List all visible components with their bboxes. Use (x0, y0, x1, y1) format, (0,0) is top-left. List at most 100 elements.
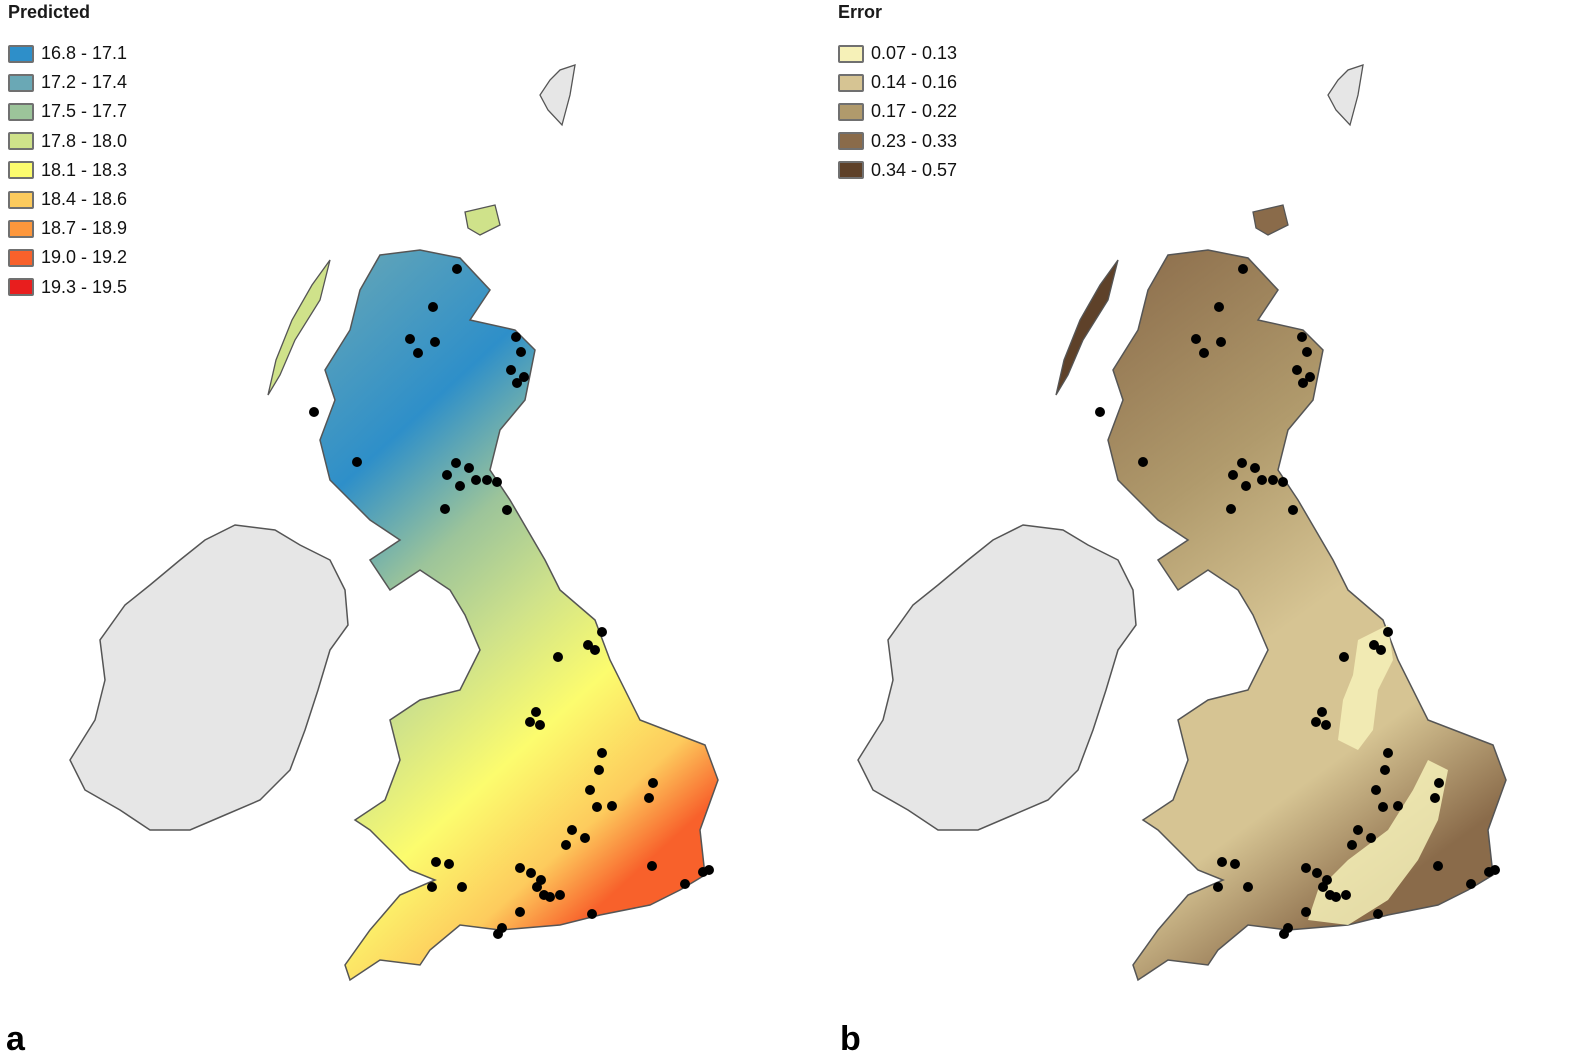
legend-swatch (8, 132, 34, 151)
site-dot (1302, 347, 1312, 357)
site-dot (1383, 627, 1393, 637)
legend-swatch (838, 73, 864, 92)
site-dot (553, 652, 563, 662)
ireland-landmass (69, 524, 349, 831)
legend-label: 16.8 - 17.1 (41, 43, 128, 64)
site-dot (545, 892, 555, 902)
site-dot (580, 833, 590, 843)
site-dot (428, 302, 438, 312)
site-dot (647, 861, 657, 871)
site-dot (502, 505, 512, 515)
low-error-zone-south (1308, 760, 1448, 925)
site-dot (1430, 793, 1440, 803)
site-dot (587, 909, 597, 919)
site-dot (1298, 378, 1308, 388)
site-dot (597, 627, 607, 637)
shetland-islands (539, 64, 576, 127)
site-dot (1278, 477, 1288, 487)
site-dot (1238, 264, 1248, 274)
site-dot (1380, 765, 1390, 775)
site-dot (535, 720, 545, 730)
site-dot (442, 470, 452, 480)
site-dot (497, 923, 507, 933)
site-dot (585, 785, 595, 795)
legend-swatch (8, 102, 34, 121)
site-dot (1339, 652, 1349, 662)
legend-swatch (8, 44, 34, 63)
site-dot (1366, 833, 1376, 843)
legend-item: 18.4 - 18.6 (8, 185, 127, 214)
legend-swatch (8, 278, 34, 297)
site-dot (1237, 458, 1247, 468)
site-dot (1347, 840, 1357, 850)
site-dot (561, 840, 571, 850)
site-dot (1199, 348, 1209, 358)
site-dot (607, 801, 617, 811)
site-dot (704, 865, 714, 875)
site-dot (590, 645, 600, 655)
site-dot (1312, 868, 1322, 878)
legend-label: 17.8 - 18.0 (41, 130, 128, 151)
legend-swatch (8, 73, 34, 92)
site-dot (1213, 882, 1223, 892)
site-dot (680, 879, 690, 889)
site-dot (512, 378, 522, 388)
legend-label: 0.34 - 0.57 (871, 159, 958, 180)
site-dot (1138, 457, 1148, 467)
legend-swatch (8, 219, 34, 238)
site-dot (1226, 504, 1236, 514)
britain-landmass (1107, 249, 1507, 982)
site-dot (1433, 861, 1443, 871)
site-dot (430, 337, 440, 347)
orkney-islands (1252, 204, 1289, 236)
site-dot (1268, 475, 1278, 485)
site-dot (1311, 717, 1321, 727)
legend-swatch (838, 102, 864, 121)
legend-label: 0.23 - 0.33 (871, 130, 958, 151)
legend-item: 0.23 - 0.33 (838, 127, 957, 156)
site-dot (1305, 372, 1315, 382)
orkney-islands (464, 204, 501, 236)
site-dot (1241, 481, 1251, 491)
legend-item: 19.0 - 19.2 (8, 243, 127, 272)
site-dot (455, 481, 465, 491)
site-dot (1243, 882, 1253, 892)
legend-item: 0.34 - 0.57 (838, 156, 957, 185)
legend-swatch (8, 190, 34, 209)
predicted-legend: Predicted 16.8 - 17.1 17.2 - 17.4 17.5 - 1… (8, 2, 127, 302)
site-dot (536, 875, 546, 885)
legend-label: 18.1 - 18.3 (41, 159, 128, 180)
legend-label: 18.7 - 18.9 (41, 218, 128, 239)
site-dot (1373, 909, 1383, 919)
site-dot (427, 882, 437, 892)
site-dot (1283, 923, 1293, 933)
site-dot (511, 332, 521, 342)
western-isles (1055, 259, 1119, 396)
panel-letter: a (6, 1020, 25, 1058)
legend-title: Error (838, 2, 883, 22)
legend-item: 17.8 - 18.0 (8, 127, 127, 156)
legend-label: 17.2 - 17.4 (41, 72, 128, 93)
site-dot (525, 717, 535, 727)
site-dot (431, 857, 441, 867)
site-dot (492, 477, 502, 487)
legend-swatch (838, 161, 864, 180)
site-dot (516, 347, 526, 357)
legend-item: 18.1 - 18.3 (8, 156, 127, 185)
site-dot (567, 825, 577, 835)
legend-items: 16.8 - 17.1 17.2 - 17.4 17.5 - 17.7 17.8 - … (8, 39, 127, 302)
predicted-map (69, 64, 719, 982)
site-dot (1250, 463, 1260, 473)
predicted-map-panel: Predicted 16.8 - 17.1 17.2 - 17.4 17.5 - 1… (0, 0, 787, 1063)
error-map-panel: Error 0.07 - 0.13 0.14 - 0.16 0.17 - 0.22 0… (788, 0, 1575, 1063)
site-dot (1393, 801, 1403, 811)
site-dot (464, 463, 474, 473)
site-dot (506, 365, 516, 375)
site-dot (1321, 720, 1331, 730)
site-dot (519, 372, 529, 382)
site-dot (413, 348, 423, 358)
site-dot (1369, 640, 1379, 650)
site-dot (1214, 302, 1224, 312)
site-dot (597, 748, 607, 758)
legend-label: 0.07 - 0.13 (871, 43, 958, 64)
